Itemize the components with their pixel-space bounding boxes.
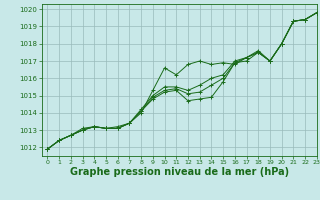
X-axis label: Graphe pression niveau de la mer (hPa): Graphe pression niveau de la mer (hPa) xyxy=(70,167,289,177)
